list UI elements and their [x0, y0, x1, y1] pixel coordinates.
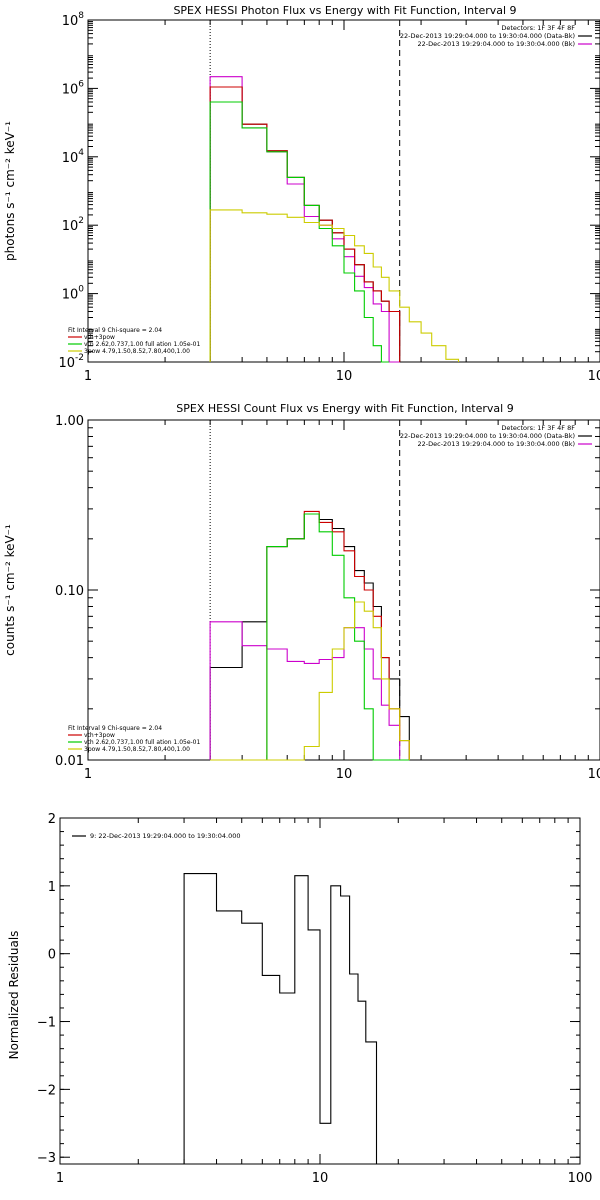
- series-1-histogram: [209, 76, 400, 363]
- series-1-histogram: [209, 621, 410, 761]
- x-tick-label: 10: [336, 369, 353, 384]
- series-3-histogram: [210, 513, 410, 761]
- y-tick-label: 1.00: [55, 414, 84, 429]
- y-tick-base: 10: [58, 356, 75, 371]
- y-tick-base: 1: [48, 880, 56, 895]
- y-tick-label: 0.01: [55, 754, 84, 769]
- y-tick-base: 0: [48, 948, 56, 963]
- count-flux-series-group: [209, 420, 410, 761]
- y-tick-label: 108: [62, 11, 85, 29]
- y-tick-base: −2: [37, 1083, 56, 1098]
- series-0-histogram: [209, 513, 410, 760]
- y-tick-base: 1.00: [55, 414, 84, 429]
- photon-flux-series-group: [209, 20, 460, 363]
- y-tick-base: 10: [62, 151, 79, 166]
- y-tick-label: −3: [37, 1151, 56, 1166]
- y-tick-base: 10: [62, 14, 79, 29]
- y-tick-label: 10-2: [58, 353, 84, 371]
- x-tick-label: 100: [568, 1171, 593, 1186]
- residuals-axis-ticks: 1 10 100 −3 −2 −1 0 1 2: [37, 812, 593, 1186]
- count-flux-title: SPEX HESSI Count Flux vs Energy with Fit…: [176, 402, 513, 415]
- y-tick-base: 10: [62, 219, 79, 234]
- y-tick-base: 2: [48, 812, 56, 827]
- y-tick-label: 106: [62, 79, 85, 97]
- photon-flux-panel: SPEX HESSI Photon Flux vs Energy with Fi…: [3, 4, 600, 384]
- fit-legend-entry: vth 2.62,0.737,1.00 full ation 1.05e-01: [84, 739, 200, 746]
- series-4-histogram: [209, 209, 460, 362]
- series-2-histogram: [210, 510, 410, 761]
- series-0-histogram: [183, 873, 378, 1164]
- fit-legend-entry: vth+3pow: [84, 732, 115, 739]
- residuals-series-group: [183, 873, 378, 1164]
- y-tick-base: 10: [62, 82, 79, 97]
- x-tick-label: 10: [312, 1171, 329, 1186]
- x-tick-label: 100: [588, 767, 600, 782]
- count-flux-ylabel: counts s⁻¹ cm⁻² keV⁻¹: [3, 524, 17, 656]
- y-tick-label: −2: [37, 1083, 56, 1098]
- y-tick-base: 0.10: [55, 584, 84, 599]
- y-tick-label: 104: [62, 148, 85, 166]
- y-tick-label: 1: [48, 880, 56, 895]
- y-tick-exponent: 8: [78, 11, 84, 21]
- fit-legend-entry: Fit Interval 9 Chi-square = 2.04: [68, 725, 162, 732]
- y-tick-base: −1: [37, 1016, 56, 1031]
- residuals-panel: Normalized Residuals 1 10 100 −3 −2 −1 0 1 2 9: …: [7, 812, 592, 1186]
- x-tick-label: 1: [84, 767, 92, 782]
- y-tick-label: 2: [48, 812, 56, 827]
- count-flux-axis-ticks: 1 10 100 0.01 0.10 1.00: [55, 414, 600, 782]
- y-tick-exponent: 0: [78, 285, 84, 295]
- x-tick-label: 100: [588, 369, 600, 384]
- residuals-ylabel: Normalized Residuals: [7, 931, 21, 1060]
- series-4-histogram: [210, 601, 410, 761]
- photon-flux-plot-frame: [87, 19, 600, 363]
- residuals-legend-group: 9: 22-Dec-2013 19:29:04.000 to 19:30:04.…: [72, 832, 241, 840]
- fit-legend-entry: Fit Interval 9 Chi-square = 2.04: [68, 327, 162, 334]
- y-tick-exponent: 2: [78, 216, 84, 226]
- y-tick-label: 0: [48, 948, 56, 963]
- fit-legend-entry: 3pow 4.79,1.50,8.52,7.80,400,1.00: [84, 746, 190, 753]
- header-legend-entry: Detectors: 1F 3F 4F 8F: [501, 24, 575, 32]
- series-0-histogram: [209, 86, 401, 362]
- header-legend-entry: 22-Dec-2013 19:29:04.000 to 19:30:04.000…: [418, 440, 576, 448]
- y-tick-label: −1: [37, 1016, 56, 1031]
- series-3-histogram: [209, 101, 390, 363]
- y-tick-exponent: -2: [75, 353, 84, 363]
- count-flux-panel: SPEX HESSI Count Flux vs Energy with Fit…: [3, 402, 600, 782]
- y-tick-base: 0.01: [55, 754, 84, 769]
- photon-flux-ylabel: photons s⁻¹ cm⁻² keV⁻¹: [3, 121, 17, 261]
- x-tick-label: 10: [336, 767, 353, 782]
- header-legend-entry: 22-Dec-2013 19:29:04.000 to 19:30:04.000…: [418, 40, 576, 48]
- header-legend-entry: 22-Dec-2013 19:29:04.000 to 19:30:04.000…: [400, 432, 575, 440]
- y-tick-label: 0.10: [55, 584, 84, 599]
- y-tick-label: 100: [62, 285, 85, 303]
- x-tick-label: 1: [56, 1171, 64, 1186]
- fit-legend-entry: vth+3pow: [84, 334, 115, 341]
- y-tick-exponent: 6: [78, 79, 84, 89]
- y-tick-base: −3: [37, 1151, 56, 1166]
- photon-flux-title: SPEX HESSI Photon Flux vs Energy with Fi…: [173, 4, 516, 17]
- y-tick-label: 102: [62, 216, 84, 234]
- y-tick-base: 10: [62, 288, 79, 303]
- header-legend-entry: 22-Dec-2013 19:29:04.000 to 19:30:04.000…: [400, 32, 575, 40]
- x-tick-label: 1: [84, 369, 92, 384]
- series-2-histogram: [209, 86, 401, 362]
- fit-legend-entry: vth 2.62,0.737,1.00 full ation 1.05e-01: [84, 341, 200, 348]
- residuals-legend-entry: 9: 22-Dec-2013 19:29:04.000 to 19:30:04.…: [90, 832, 241, 840]
- y-tick-exponent: 4: [78, 148, 84, 158]
- header-legend-entry: Detectors: 1F 3F 4F 8F: [501, 424, 575, 432]
- fit-legend-entry: 3pow 4.79,1.50,8.52,7.80,400,1.00: [84, 348, 190, 355]
